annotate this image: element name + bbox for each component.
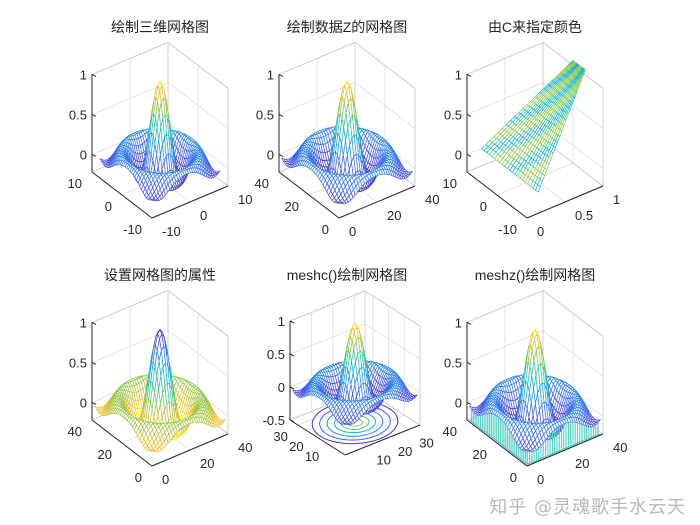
y-tick-label: 10: [68, 176, 82, 191]
y-tick-label: 20: [285, 199, 299, 214]
subplot-4: 0 0.5 1 0 20 40 0 20 40 设置网格图的属性: [68, 267, 253, 487]
z-tick: [289, 353, 295, 357]
y-tick-label: 0: [480, 199, 487, 214]
subplot-1: 0 0.5 1 -10 0 10 -10 0 10 绘制三维网格图: [68, 19, 253, 239]
x-axis: [151, 185, 229, 219]
y-axis: [91, 171, 153, 219]
z-tick-label: 0.5: [267, 347, 285, 362]
z-tick-label: 0: [455, 147, 462, 162]
z-tick: [91, 361, 97, 365]
x-tick-label: 40: [238, 440, 252, 455]
z-tick: [278, 73, 284, 77]
z-tick-label: 0.5: [69, 107, 87, 122]
x-tick-label: -10: [162, 224, 181, 239]
z-tick: [91, 321, 97, 325]
subplot-title: 绘制数据Z的网格图: [287, 19, 408, 35]
x-tick-label: 30: [419, 435, 433, 450]
x-tick-label: 0: [349, 224, 356, 239]
x-tick-label: 20: [200, 456, 214, 471]
y-tick-label: 30: [273, 429, 287, 444]
z-tick-label: 0.5: [444, 107, 462, 122]
z-tick-label: 1: [455, 67, 462, 82]
y-tick-label: 40: [255, 176, 269, 191]
z-tick-label: 1: [80, 67, 87, 82]
z-tick: [91, 73, 97, 77]
subplot-2: 0 0.5 1 0 20 40 0 20 40 绘制数据Z的网格图: [255, 19, 440, 239]
x-tick-label: 0: [200, 208, 207, 223]
y-tick-label: 10: [305, 449, 319, 464]
z-tick-label: 1: [278, 314, 285, 329]
subplot-title: 由C来指定颜色: [488, 19, 582, 35]
z-tick: [91, 153, 97, 157]
y-tick-label: 10: [443, 176, 457, 191]
z-tick-label: 1: [267, 67, 274, 82]
z-tick-label: 0: [267, 147, 274, 162]
z-tick: [289, 386, 295, 390]
z-tick-label: 0: [80, 395, 87, 410]
z-tick-label: 0: [278, 380, 285, 395]
x-tick-label: 0: [537, 224, 544, 239]
z-tick-label: 1: [80, 315, 87, 330]
y-tick-label: 0: [105, 199, 112, 214]
x-tick-label: 1: [613, 192, 620, 207]
mesh-cell: [150, 198, 157, 201]
x-tick-label: 10: [376, 452, 390, 467]
subplot-title: meshc()绘制网格图: [287, 267, 408, 283]
y-axis: [466, 171, 528, 219]
y-tick-label: -10: [498, 222, 517, 237]
x-tick-label: 0: [162, 472, 169, 487]
box-edge: [354, 42, 416, 89]
z-tick: [466, 73, 472, 77]
y-tick-label: 0: [322, 222, 329, 237]
subplot-title: 设置网格图的属性: [104, 267, 216, 283]
y-tick-label: 40: [68, 424, 82, 439]
y-tick-label: 20: [98, 447, 112, 462]
z-tick: [91, 401, 97, 405]
subplot-title: 绘制三维网格图: [111, 19, 209, 35]
z-tick: [466, 113, 472, 117]
z-tick-label: 0.5: [256, 107, 274, 122]
y-tick-label: 0: [135, 470, 142, 485]
subplot-3: 0 0.5 1 -10 0 10 0 0.5 1 由C来指定颜色: [443, 19, 621, 239]
z-tick-label: 0: [80, 147, 87, 162]
z-tick-label: 0.5: [69, 355, 87, 370]
y-tick-label: 20: [289, 439, 303, 454]
z-tick: [91, 113, 97, 117]
x-tick-label: 40: [425, 192, 439, 207]
x-tick-label: 20: [398, 444, 412, 459]
box-edge: [167, 42, 229, 89]
x-tick-label: 20: [387, 208, 401, 223]
x-tick-label: 0.5: [575, 208, 593, 223]
z-tick-label: -0.5: [263, 413, 285, 428]
z-tick: [466, 153, 472, 157]
z-tick: [278, 113, 284, 117]
box-edge: [278, 41, 356, 75]
box-edge: [289, 290, 366, 322]
y-tick-label: -10: [123, 222, 142, 237]
x-tick-label: 10: [238, 192, 252, 207]
box-edge: [91, 41, 169, 75]
z-tick: [278, 153, 284, 157]
z-tick: [289, 320, 295, 324]
